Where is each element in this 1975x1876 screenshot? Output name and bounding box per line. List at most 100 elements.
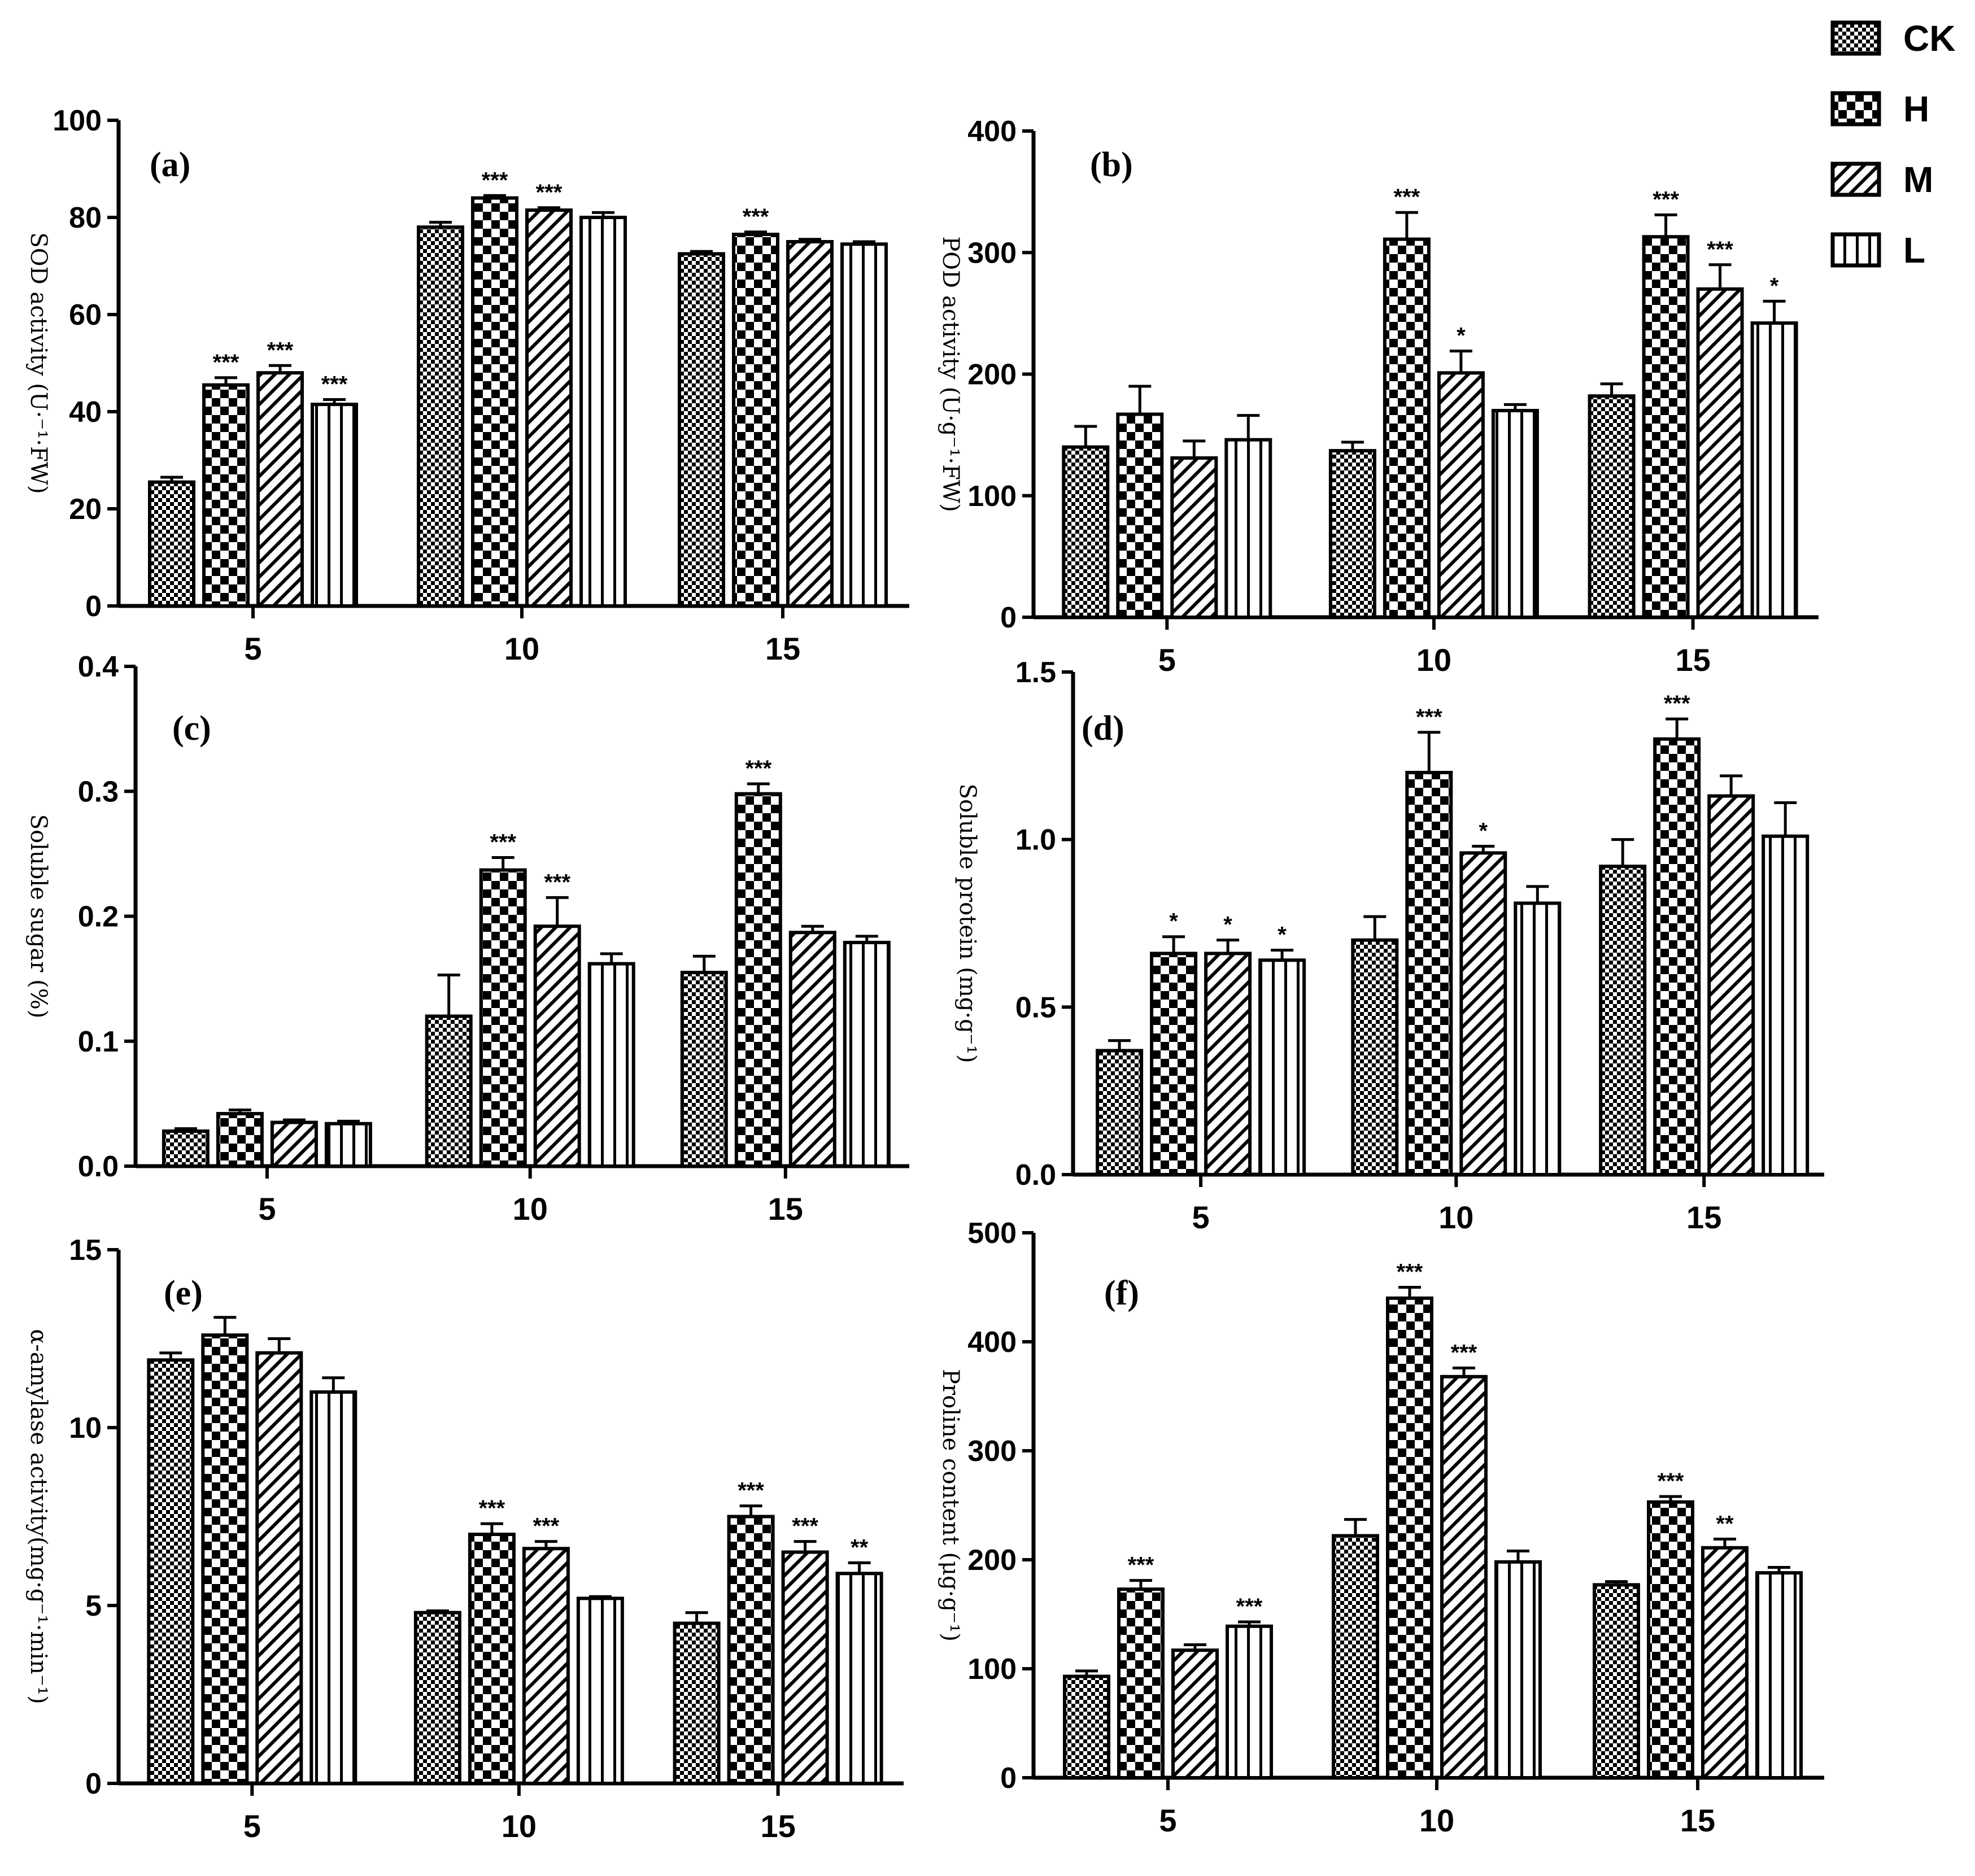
bar-h-10 <box>471 196 518 608</box>
bar-m-5 <box>1171 1648 1219 1779</box>
error-bar <box>269 364 291 373</box>
error-bar <box>1217 939 1240 954</box>
chart-panel-a: 0 20 40 60 80 100 SOD activity (U·⁻¹·FW) (a) 5 **… <box>25 104 909 666</box>
bar-m-5 <box>270 1120 318 1168</box>
error-bar <box>1238 1620 1261 1626</box>
error-bar <box>1666 717 1689 739</box>
x-tick-label: 10 <box>1419 1803 1454 1838</box>
bar-h-15 <box>727 1515 775 1785</box>
significance-marker: *** <box>1664 691 1690 716</box>
bar-h-5 <box>201 1333 249 1785</box>
bar-m-5 <box>1170 456 1218 619</box>
error-bar <box>685 1611 708 1624</box>
legend-label-ck: CK <box>1903 18 1955 59</box>
bar-ck-15 <box>680 971 728 1168</box>
error-bar <box>1611 838 1634 867</box>
chart-panel-d: 0.0 0.5 1.0 1.5 Soluble protein (mg·g⁻¹) (d) 5… <box>954 656 1824 1235</box>
y-tick-label: 100 <box>967 1653 1017 1686</box>
bar-ck-10 <box>417 225 464 608</box>
error-bar <box>799 238 821 242</box>
y-axis-label: Proline content (μg·g⁻¹) <box>938 1369 963 1642</box>
error-bar <box>159 1351 182 1360</box>
error-bar <box>1395 211 1418 239</box>
y-tick-label: 80 <box>69 202 102 234</box>
error-bar <box>480 1522 503 1534</box>
bar-h-15 <box>1642 235 1690 619</box>
legend-swatch-m <box>1830 162 1881 197</box>
bar-ck-5 <box>147 1358 195 1786</box>
y-tick-label: 20 <box>69 493 102 526</box>
bar-h-5 <box>1117 1587 1165 1780</box>
bar-m-15 <box>1696 287 1744 619</box>
significance-marker: *** <box>479 1496 505 1521</box>
error-bar <box>1654 213 1677 237</box>
chart-panel-e: 0 5 10 15 α-amylase activity(mg·g⁻¹·min⁻¹) (e… <box>25 1234 904 1844</box>
bar-ck-5 <box>1063 1674 1110 1780</box>
x-tick-label: 10 <box>502 1808 537 1844</box>
error-bar <box>592 211 614 217</box>
bar-ck-5 <box>1096 1049 1144 1177</box>
error-bar <box>1128 385 1152 415</box>
y-tick-label: 60 <box>69 299 102 331</box>
significance-marker: *** <box>1707 237 1733 262</box>
error-bar <box>1398 1286 1421 1298</box>
bar-m-10 <box>1459 851 1507 1176</box>
error-bar <box>1472 845 1495 853</box>
significance-marker: *** <box>1236 1594 1263 1619</box>
error-bar <box>1271 948 1294 961</box>
x-tick-label: 10 <box>1416 642 1451 678</box>
legend-label-m: M <box>1903 159 1933 200</box>
error-bar <box>1763 299 1786 324</box>
legend-label-h: H <box>1903 89 1929 129</box>
significance-marker: *** <box>544 870 570 895</box>
significance-marker: *** <box>536 180 563 205</box>
x-tick-label: 5 <box>1192 1199 1210 1235</box>
bar-ck-15 <box>673 1621 721 1785</box>
error-bar <box>1418 731 1441 773</box>
error-bar <box>744 230 767 235</box>
bar-l-5 <box>311 403 358 608</box>
significance-marker: *** <box>267 338 294 363</box>
error-bar <box>323 398 346 405</box>
y-tick-label: 0.3 <box>78 775 119 808</box>
panel-label: (e) <box>164 1274 203 1312</box>
bar-h-10 <box>479 868 527 1168</box>
error-bar <box>215 376 237 385</box>
bar-m-15 <box>1701 1546 1749 1780</box>
bar-m-10 <box>1440 1375 1488 1779</box>
error-bar <box>1768 1566 1790 1573</box>
significance-marker: *** <box>482 168 508 193</box>
x-tick-label: 15 <box>1675 642 1710 678</box>
error-bar <box>1363 915 1387 940</box>
y-tick-label: 1.0 <box>1015 824 1056 857</box>
significance-marker: *** <box>792 1514 818 1539</box>
x-tick-label: 10 <box>1438 1199 1473 1235</box>
y-tick-label: 0.0 <box>78 1150 119 1183</box>
error-bar <box>322 1376 345 1392</box>
x-tick-label: 5 <box>1159 1803 1176 1838</box>
y-axis-label: Soluble protein (mg·g⁻¹) <box>954 784 980 1063</box>
error-bar <box>1108 1039 1131 1051</box>
error-bar <box>1184 1643 1206 1651</box>
error-bar <box>1503 403 1527 411</box>
error-bar <box>600 952 623 964</box>
significance-marker: *** <box>1397 1260 1423 1285</box>
y-tick-label: 0.2 <box>78 901 119 933</box>
error-bar <box>174 1127 197 1132</box>
chart-panel-f: 0 100 200 300 400 500 Proline content (μg·g⁻¹)… <box>938 1217 1824 1838</box>
x-tick-label: 5 <box>244 631 261 666</box>
bar-l-10 <box>1514 901 1562 1177</box>
error-bar <box>437 973 460 1016</box>
y-tick-label: 40 <box>69 396 102 429</box>
error-bar <box>1507 1550 1529 1562</box>
bar-h-5 <box>202 383 250 608</box>
bar-m-10 <box>525 208 573 608</box>
error-bar <box>268 1337 291 1353</box>
error-bar <box>1605 1580 1628 1585</box>
significance-marker: *** <box>1416 705 1442 730</box>
error-bar <box>1183 439 1206 459</box>
bar-m-10 <box>1437 371 1485 619</box>
y-tick-label: 300 <box>967 237 1017 269</box>
